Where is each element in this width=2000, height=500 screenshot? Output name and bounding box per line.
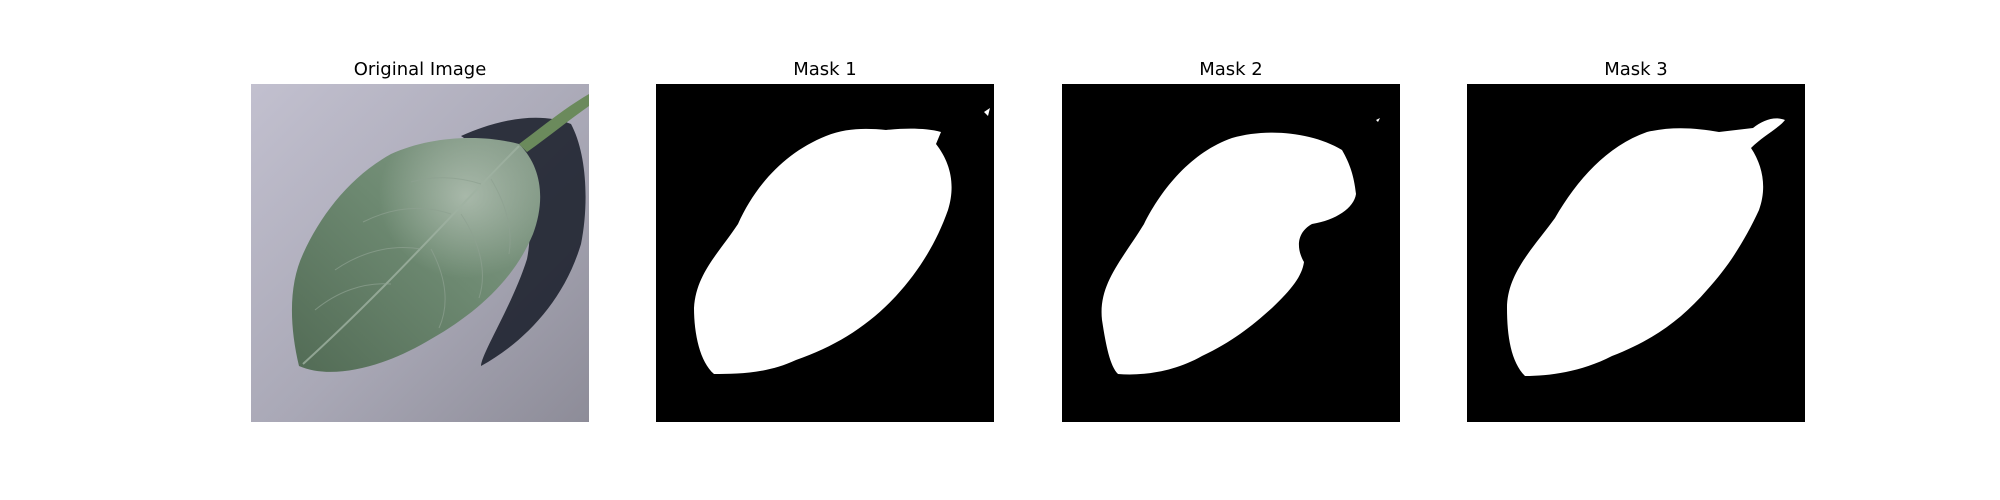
original-leaf-photo (251, 84, 589, 422)
panel-original-image: Original Image (251, 58, 589, 426)
leaf-midrib (302, 145, 520, 365)
panel-mask-2: Mask 2 (1062, 58, 1400, 426)
mask-2-leaf (1101, 132, 1356, 375)
panel-title: Original Image (353, 59, 487, 80)
panel-mask-3: Mask 3 (1467, 58, 1805, 426)
mask-1-image (656, 84, 994, 422)
mask-2-image (1062, 84, 1400, 422)
leaf-shadow (461, 117, 586, 366)
leaf-stem (519, 94, 589, 152)
panel-mask-1: Mask 1 (656, 58, 994, 426)
panel-title: Mask 1 (793, 59, 857, 80)
panel-title: Mask 3 (1604, 59, 1668, 80)
mask-3-leaf (1507, 118, 1785, 376)
mask-1-leaf (694, 128, 952, 374)
panel-title: Mask 2 (1199, 59, 1263, 80)
mask-3-image (1467, 84, 1805, 422)
